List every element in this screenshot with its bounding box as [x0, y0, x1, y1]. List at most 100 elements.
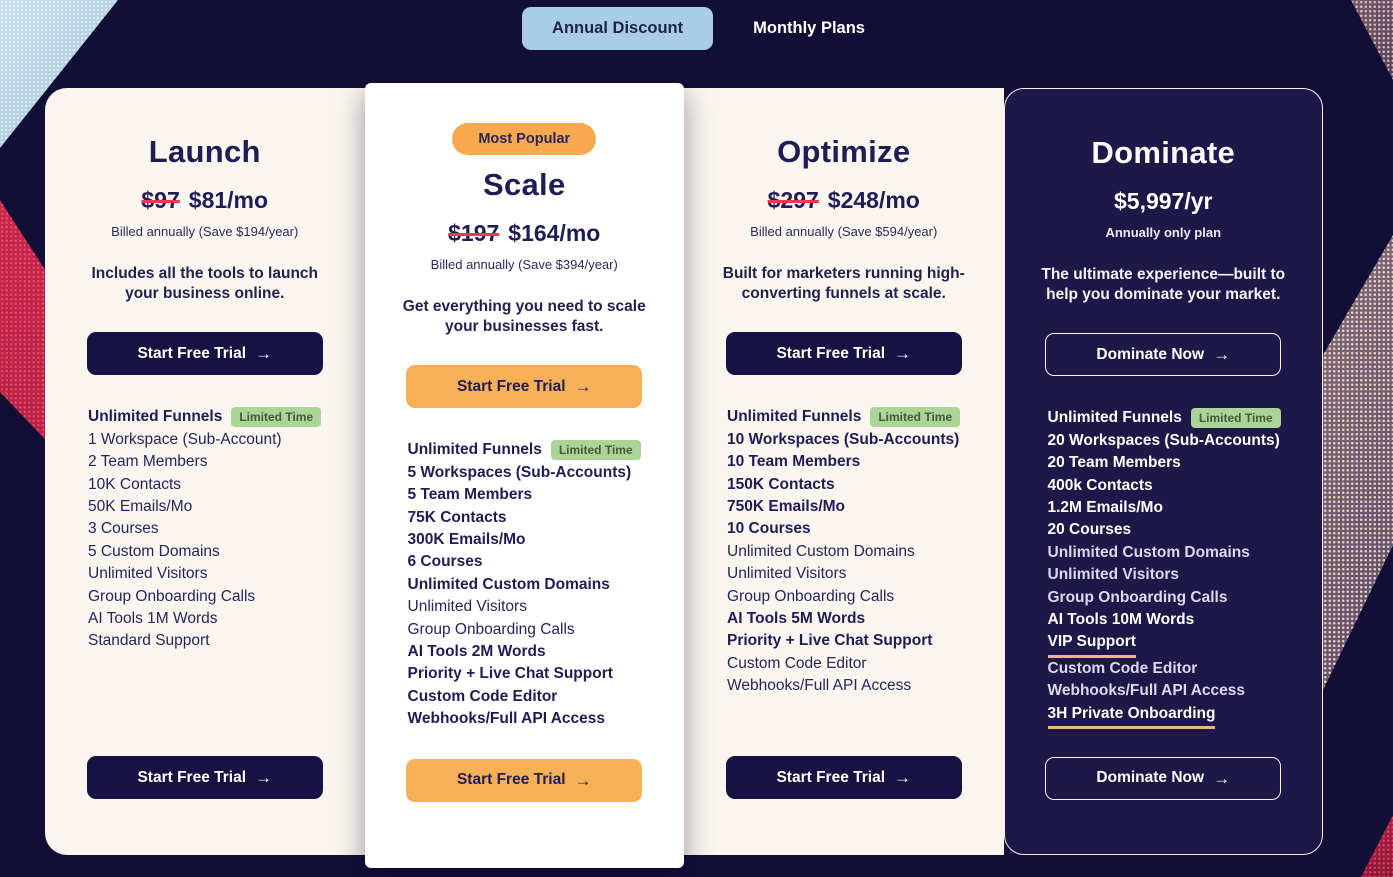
- old-price: $97: [141, 187, 180, 213]
- feature-text: 6 Courses: [407, 553, 483, 571]
- feature-text: Unlimited Visitors: [88, 565, 208, 583]
- feature-text: 50K Emails/Mo: [88, 497, 193, 515]
- cta-button-bottom[interactable]: Start Free Trial →: [406, 758, 643, 802]
- feature-item: Unlimited Custom Domains: [408, 574, 671, 596]
- billing-note: Billed annually (Save $194/year): [111, 224, 299, 239]
- feature-text: 10 Team Members: [727, 453, 861, 471]
- plan-description: The ultimate experience—built to help yo…: [1041, 266, 1286, 304]
- feature-text: 20 Team Members: [1047, 454, 1181, 472]
- cta-button-bottom[interactable]: Start Free Trial →: [725, 756, 962, 799]
- plan-title: Dominate: [1091, 135, 1236, 170]
- feature-text: 1.2M Emails/Mo: [1047, 498, 1163, 516]
- cta-label: Start Free Trial: [776, 344, 886, 362]
- feature-text: 750K Emails/Mo: [727, 497, 846, 515]
- billing-note: Annually only plan: [1105, 225, 1222, 240]
- feature-list: Unlimited Funnels Limited Time 10 Workspac…: [684, 406, 1004, 697]
- feature-item: Unlimited Visitors: [727, 563, 990, 585]
- limited-time-badge: Limited Time: [550, 440, 641, 461]
- feature-item: VIP Support: [1047, 631, 1309, 658]
- feature-text: AI Tools 10M Words: [1047, 610, 1195, 628]
- cta-button-top[interactable]: Start Free Trial →: [86, 332, 323, 376]
- feature-text: 150K Contacts: [727, 475, 835, 493]
- current-price: $248/mo: [827, 187, 920, 213]
- feature-text: Unlimited Funnels: [727, 408, 862, 426]
- feature-text: 20 Workspaces (Sub-Accounts): [1047, 431, 1280, 449]
- badge-wrap: Most Popular: [452, 123, 597, 155]
- feature-item: Unlimited Visitors: [1048, 564, 1309, 586]
- feature-item: 3 Courses: [88, 518, 351, 540]
- feature-item: 2 Team Members: [88, 451, 351, 473]
- toggle-monthly-plans[interactable]: Monthly Plans: [747, 18, 871, 39]
- cta-label: Start Free Trial: [456, 771, 566, 789]
- feature-list: Unlimited Funnels Limited Time 5 Workspace…: [365, 439, 685, 730]
- feature-text: 1 Workspace (Sub-Account): [88, 430, 282, 448]
- feature-item: AI Tools 10M Words: [1048, 609, 1309, 631]
- pricing-card-optimize: Optimize $297 $248/mo Billed annually (S…: [684, 88, 1004, 855]
- feature-text: 2 Team Members: [88, 453, 208, 471]
- feature-text: Standard Support: [88, 632, 210, 650]
- feature-item: 6 Courses: [408, 551, 671, 573]
- arrow-right-icon: →: [255, 344, 273, 364]
- feature-item: 10 Workspaces (Sub-Accounts): [727, 429, 990, 451]
- feature-item: Group Onboarding Calls: [88, 586, 351, 608]
- arrow-right-icon: →: [574, 770, 592, 790]
- feature-item: Webhooks/Full API Access: [1048, 680, 1309, 702]
- feature-item: Priority + Live Chat Support: [727, 630, 990, 652]
- feature-text: Group Onboarding Calls: [407, 620, 575, 638]
- arrow-right-icon: →: [894, 344, 912, 364]
- plan-description: Built for marketers running high-convert…: [722, 265, 965, 303]
- feature-text: Group Onboarding Calls: [88, 587, 256, 605]
- halftone-pink-band-decoration: [1323, 235, 1393, 690]
- cta-label: Dominate Now: [1096, 345, 1205, 363]
- cta-label: Start Free Trial: [456, 377, 566, 395]
- billing-toggle: Annual Discount Monthly Plans: [0, 6, 1393, 50]
- feature-text: Unlimited Visitors: [407, 598, 527, 616]
- feature-item: Unlimited Visitors: [88, 563, 351, 585]
- feature-item: AI Tools 5M Words: [727, 608, 990, 630]
- feature-item: AI Tools 1M Words: [88, 608, 351, 630]
- plan-description: Get everything you need to scale your bu…: [402, 298, 646, 336]
- cta-label: Start Free Trial: [776, 768, 886, 786]
- feature-item: 10 Courses: [727, 518, 990, 540]
- feature-text: Unlimited Funnels: [407, 441, 542, 459]
- feature-item: Unlimited Funnels Limited Time: [88, 406, 351, 428]
- feature-item: Priority + Live Chat Support: [408, 663, 671, 685]
- feature-text: Priority + Live Chat Support: [407, 665, 613, 683]
- feature-item: Unlimited Funnels Limited Time: [727, 406, 990, 428]
- feature-list: Unlimited Funnels Limited Time 20 Workspac…: [1005, 407, 1323, 729]
- feature-item: Unlimited Funnels Limited Time: [408, 439, 671, 461]
- feature-item: Group Onboarding Calls: [1048, 587, 1309, 609]
- cta-button-bottom[interactable]: Dominate Now →: [1045, 756, 1282, 800]
- feature-text: Unlimited Funnels: [1047, 409, 1182, 427]
- feature-item: Unlimited Custom Domains: [727, 541, 990, 563]
- feature-item: Custom Code Editor: [408, 686, 671, 708]
- feature-item: Webhooks/Full API Access: [408, 708, 671, 730]
- feature-item: 1 Workspace (Sub-Account): [88, 429, 351, 451]
- feature-item: Group Onboarding Calls: [408, 619, 671, 641]
- feature-text: Webhooks/Full API Access: [727, 677, 912, 695]
- feature-text: Unlimited Custom Domains: [727, 542, 915, 560]
- feature-item: 75K Contacts: [408, 507, 671, 529]
- feature-text: Group Onboarding Calls: [1047, 588, 1228, 606]
- feature-item: 20 Courses: [1048, 519, 1309, 541]
- feature-text: 10 Workspaces (Sub-Accounts): [727, 430, 960, 448]
- feature-item: 5 Custom Domains: [88, 541, 351, 563]
- feature-text: Priority + Live Chat Support: [727, 632, 933, 650]
- cta-button-top[interactable]: Start Free Trial →: [406, 365, 643, 409]
- cta-button-top[interactable]: Start Free Trial →: [725, 332, 962, 376]
- feature-text: Custom Code Editor: [407, 687, 558, 705]
- toggle-annual-discount[interactable]: Annual Discount: [522, 6, 714, 50]
- billing-note: Billed annually (Save $394/year): [430, 257, 618, 272]
- cta-label: Dominate Now: [1096, 769, 1205, 787]
- cta-label: Start Free Trial: [137, 768, 247, 786]
- cta-button-top[interactable]: Dominate Now →: [1045, 333, 1282, 377]
- feature-item: 20 Team Members: [1048, 452, 1309, 474]
- feature-list: Unlimited Funnels Limited Time 1 Workspace…: [45, 406, 365, 652]
- cta-button-bottom[interactable]: Start Free Trial →: [86, 756, 323, 799]
- feature-text: 400k Contacts: [1047, 476, 1153, 494]
- feature-text: AI Tools 2M Words: [407, 642, 546, 660]
- feature-text: 20 Courses: [1047, 521, 1132, 539]
- feature-item: 150K Contacts: [727, 474, 990, 496]
- plan-price: $297 $248/mo: [768, 187, 920, 214]
- pricing-card-scale: Most Popular Scale $197 $164/mo Billed a…: [364, 83, 685, 868]
